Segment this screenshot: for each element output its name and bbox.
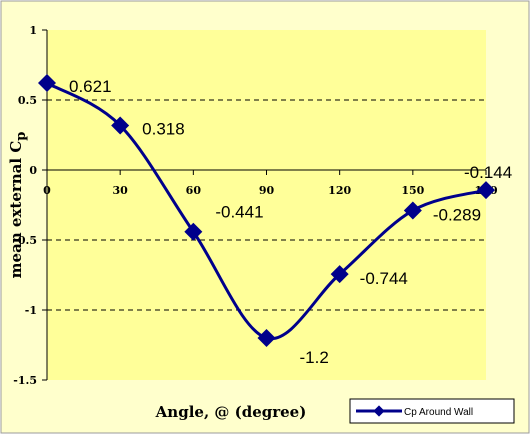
data-label: -0.744	[360, 269, 408, 288]
data-label: -0.441	[215, 203, 263, 222]
y-ticks: 1 0.5 0 -0.5 -1 -1.5	[13, 24, 47, 387]
data-point	[477, 181, 495, 200]
data-point	[111, 116, 130, 135]
markers	[38, 74, 495, 347]
data-label: -1.2	[300, 348, 329, 367]
data-label: 0.318	[142, 119, 185, 138]
y-tick-label: -1.5	[13, 374, 37, 387]
data-labels: 0.621 0.318 -0.441 -1.2 -0.744 -0.289 -0.144	[69, 77, 512, 367]
plot-area	[47, 30, 486, 380]
data-label: 0.621	[69, 77, 112, 96]
legend-label: Cp Around Wall	[404, 407, 473, 418]
data-point	[403, 201, 422, 220]
data-point	[330, 265, 349, 284]
y-tick-label: -0.5	[13, 234, 37, 247]
data-label: -0.144	[464, 163, 512, 182]
x-tick-label: 120	[328, 184, 351, 197]
y-tick-label: 1	[29, 24, 37, 37]
legend: Cp Around Wall	[349, 398, 515, 424]
x-tick-label: 60	[186, 184, 202, 197]
data-label: -0.289	[433, 205, 481, 224]
data-point	[38, 74, 56, 93]
y-tick-label: 0	[29, 164, 37, 177]
x-tick-label: 30	[113, 184, 129, 197]
y-axis-title-main: mean external C	[7, 141, 25, 279]
grid-layer	[47, 99, 486, 311]
y-axis-title-subscript: p	[14, 132, 29, 141]
x-tick-label: 150	[401, 184, 424, 197]
data-point	[257, 329, 276, 347]
x-tick-label: 0	[43, 184, 51, 197]
x-tick-label: 90	[259, 184, 275, 197]
y-tick-label: 0.5	[18, 94, 37, 107]
x-axis-title: Angle, @ (degree)	[155, 403, 307, 421]
legend-diamond-icon	[373, 405, 385, 417]
y-tick-label: -1	[25, 304, 37, 317]
y-axis-title: mean external Cp	[7, 132, 29, 279]
data-point	[184, 222, 203, 241]
